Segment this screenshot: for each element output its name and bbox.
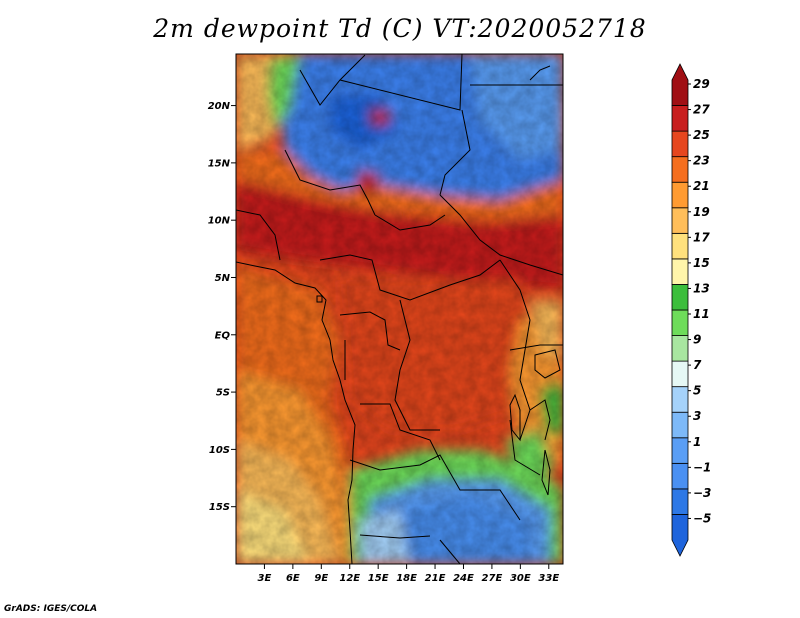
- colorbar-bin: [671, 63, 689, 106]
- map-title: 2m dewpoint Td (C) VT:2020052718: [153, 14, 647, 43]
- colorbar-label: 1: [693, 435, 701, 449]
- colorbar-bin: [671, 309, 689, 336]
- lon-tick-label: 24E: [453, 573, 474, 584]
- lat-tick-label: 20N: [208, 101, 231, 112]
- lon-tick-label: 12E: [339, 573, 360, 584]
- colorbar-label: −5: [693, 511, 711, 525]
- grads-credit: GrADS: IGES/COLA: [4, 604, 98, 614]
- colorbar-label: −1: [693, 460, 711, 474]
- colorbar-label: 9: [693, 333, 701, 347]
- colorbar-label: 15: [693, 256, 710, 270]
- colorbar-label: 27: [693, 103, 710, 117]
- colorbar-label: 13: [693, 281, 710, 295]
- colorbar-bin: [671, 130, 689, 158]
- lat-tick-label: 15N: [208, 158, 231, 169]
- colorbar-label: 21: [693, 179, 710, 193]
- lon-tick-label: 18E: [396, 573, 417, 584]
- colorbar-bin: [671, 207, 689, 234]
- map-frame: [235, 53, 564, 565]
- lon-tick-label: 27E: [482, 573, 503, 584]
- colorbar-bin: [671, 488, 689, 515]
- lon-tick-label: 9E: [314, 573, 328, 584]
- colorbar-bin: [671, 514, 689, 557]
- colorbar-label: 11: [693, 307, 710, 321]
- longitude-axis: 3E 6E 9E 12E 15E 18E 21E 24E 27E 30E 33E: [258, 564, 559, 584]
- colorbar-bin: [671, 156, 689, 183]
- lon-tick-label: 33E: [538, 573, 559, 584]
- country-borders: [236, 54, 563, 564]
- lat-tick-label: 5N: [215, 273, 231, 284]
- colorbar: 29 27 25 23 21 19 17 15 13 11 9 7 5 3 1 −1 −3 −5: [671, 63, 711, 557]
- dewpoint-field: [236, 54, 563, 564]
- colorbar-bin: [671, 437, 689, 464]
- colorbar-bin: [671, 360, 689, 388]
- colorbar-bin: [671, 386, 689, 413]
- lon-tick-label: 15E: [368, 573, 389, 584]
- colorbar-label: 3: [693, 409, 701, 423]
- colorbar-label: 23: [693, 154, 710, 168]
- lat-tick-label: 10N: [208, 216, 231, 227]
- lat-tick-label: EQ: [215, 330, 231, 341]
- lat-tick-label: 5S: [216, 388, 230, 399]
- colorbar-bin: [671, 411, 689, 439]
- colorbar-label: 5: [693, 384, 701, 398]
- colorbar-label: 29: [693, 77, 710, 91]
- colorbar-bin: [671, 335, 689, 362]
- colorbar-label: −3: [693, 486, 711, 500]
- colorbar-label: 17: [693, 230, 710, 244]
- lon-tick-label: 3E: [258, 573, 272, 584]
- colorbar-bin: [671, 462, 689, 490]
- colorbar-bin: [671, 232, 689, 260]
- latitude-axis: 20N 15N 10N 5N EQ 5S 10S 15S: [208, 101, 236, 513]
- colorbar-bin: [671, 284, 689, 311]
- colorbar-bin: [671, 181, 689, 209]
- colorbar-bin: [671, 258, 689, 285]
- lat-tick-label: 10S: [209, 445, 230, 456]
- lat-tick-label: 15S: [209, 502, 230, 513]
- lon-tick-label: 30E: [510, 573, 531, 584]
- colorbar-label: 7: [693, 358, 702, 372]
- lon-tick-label: 6E: [286, 573, 300, 584]
- colorbar-label: 19: [693, 205, 710, 219]
- colorbar-bin: [671, 105, 689, 132]
- colorbar-label: 25: [693, 128, 710, 142]
- lon-tick-label: 21E: [425, 573, 446, 584]
